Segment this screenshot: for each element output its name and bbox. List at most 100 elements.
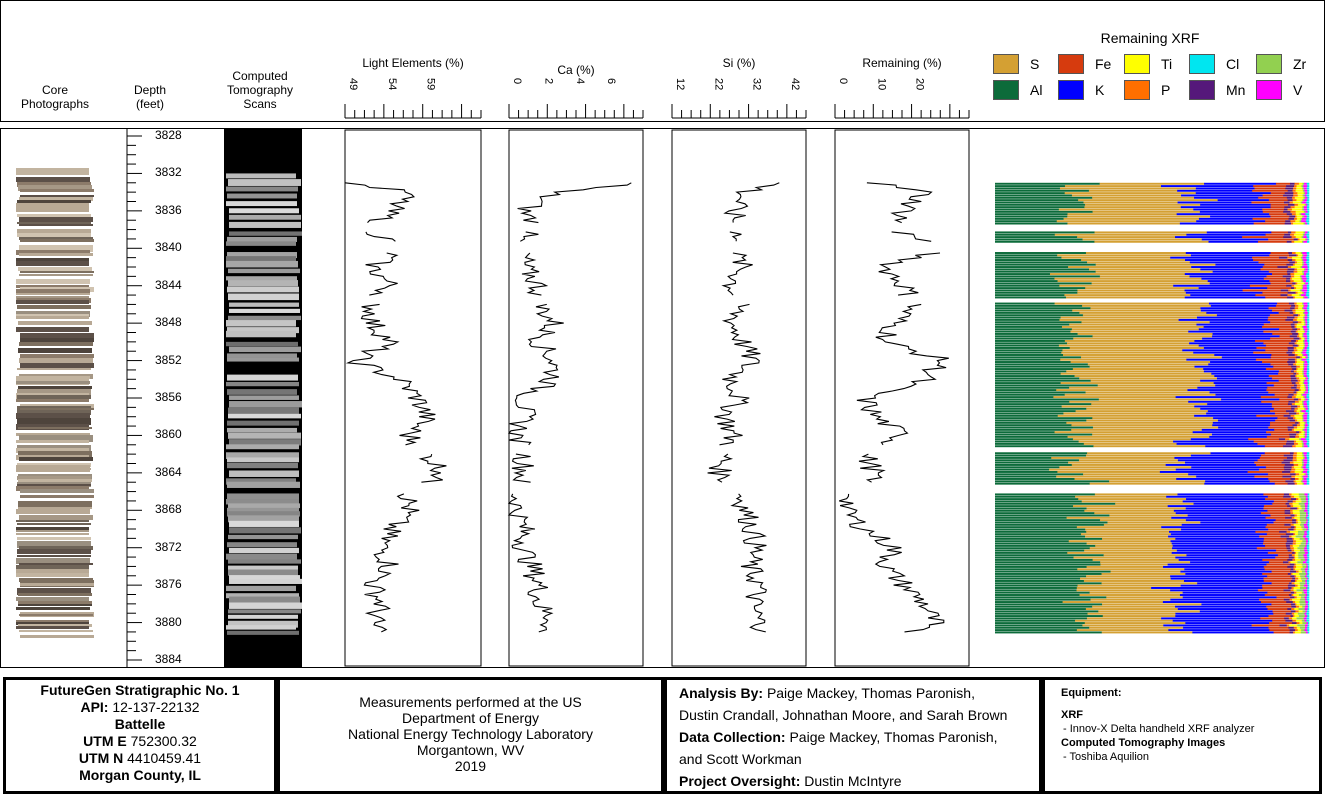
xrf-segment-k [1173, 509, 1268, 512]
xrf-segment-cl [1306, 261, 1310, 264]
xrf-segment-p [1293, 192, 1298, 195]
xrf-segment-fe [1273, 384, 1295, 387]
xrf-segment-p [1295, 610, 1299, 613]
scale-tick-label: 0 [511, 78, 523, 84]
xrf-segment-al [995, 605, 1093, 608]
depth-label-3884: 3884 [155, 652, 182, 666]
xrf-segment-zr [1301, 629, 1305, 632]
xrf-segment-mn [1285, 480, 1294, 483]
xrf-segment-mn [1287, 231, 1292, 234]
xrf-segment-s [1054, 302, 1210, 305]
xrf-segment-al [995, 619, 1076, 622]
xrf-segment-s [1107, 521, 1201, 524]
xrf-segment-ti [1294, 273, 1303, 276]
core-segment [18, 348, 92, 353]
xrf-segment-v [1303, 475, 1308, 478]
xrf-segment-fe [1254, 187, 1286, 190]
xrf-segment-cl [1305, 410, 1310, 413]
xrf-segment-v [1305, 210, 1308, 213]
ct-slice [226, 276, 297, 281]
xrf-segment-p [1291, 582, 1295, 585]
xrf-segment-k [1201, 603, 1272, 606]
xrf-segment-s [1092, 196, 1195, 199]
xrf-segment-al [995, 565, 1087, 568]
xrf-segment-mn [1288, 594, 1292, 596]
xrf-segment-s [1077, 291, 1187, 294]
xrf-segment-cl [1306, 535, 1310, 538]
xrf-segment-p [1296, 368, 1298, 371]
xrf-segment-v [1301, 294, 1307, 297]
xrf-segment-cl [1306, 478, 1310, 480]
depth-label-3844: 3844 [155, 277, 182, 292]
xrf-segment-v [1304, 233, 1307, 236]
xrf-segment-ti [1293, 505, 1301, 508]
xrf-segment-ti [1299, 377, 1306, 380]
xrf-segment-p [1294, 551, 1297, 554]
xrf-segment-v [1305, 540, 1309, 543]
xrf-segment-al [995, 311, 1080, 314]
xrf-segment-zr [1302, 335, 1304, 338]
xrf-segment-mn [1287, 505, 1291, 508]
xrf-segment-al [995, 182, 1100, 185]
xrf-segment-cl [1306, 598, 1310, 601]
xrf-segment-zr [1301, 619, 1305, 622]
core-segment [17, 389, 91, 395]
xrf-segment-k [1194, 196, 1259, 199]
xrf-segment-zr [1302, 622, 1307, 625]
xrf-segment-cl [1307, 203, 1310, 206]
xrf-segment-mn [1291, 382, 1296, 385]
xrf-segment-k [1198, 287, 1268, 290]
xrf-segment-mn [1294, 389, 1299, 392]
xrf-segment-al [995, 468, 1050, 471]
xrf-segment-al [995, 201, 1084, 204]
xrf-segment-s [1056, 220, 1197, 223]
xrf-segment-p [1299, 431, 1302, 434]
xrf-segment-fe [1273, 521, 1293, 524]
xrf-segment-k [1166, 495, 1269, 498]
xrf-segment-zr [1299, 587, 1307, 589]
xrf-segment-p [1291, 213, 1297, 216]
xrf-segment-k [1175, 512, 1262, 515]
xrf-segment-cl [1307, 210, 1310, 213]
xrf-segment-mn [1278, 438, 1286, 441]
xrf-segment-al [995, 551, 1068, 554]
xrf-segment-v [1306, 528, 1309, 531]
xrf-segment-fe [1269, 213, 1288, 216]
xrf-segment-fe [1247, 470, 1283, 473]
ct-slice [227, 481, 300, 488]
xrf-segment-al [995, 389, 1057, 392]
xrf-segment-s [1076, 587, 1152, 589]
xrf-segment-ti [1294, 582, 1301, 585]
xrf-segment-k [1212, 335, 1280, 338]
xrf-segment-al [995, 435, 1068, 438]
ct-slice [229, 302, 299, 307]
xrf-segment-cl [1306, 516, 1310, 519]
ct-slice [228, 280, 298, 287]
xrf-segment-p [1294, 591, 1297, 594]
xrf-segment-p [1294, 215, 1297, 218]
xrf-segment-v [1305, 268, 1309, 271]
xrf-segment-fe [1268, 270, 1288, 273]
xrf-segment-zr [1300, 523, 1305, 526]
xrf-segment-ti [1294, 403, 1303, 406]
xrf-segment-k [1161, 526, 1266, 529]
xrf-segment-p [1295, 473, 1300, 476]
xrf-segment-ti [1296, 217, 1301, 220]
xrf-segment-al [995, 461, 1069, 464]
xrf-segment-mn [1290, 182, 1295, 185]
xrf-segment-v [1303, 419, 1308, 422]
core-segment [20, 363, 94, 368]
xrf-segment-zr [1300, 542, 1307, 545]
xrf-segment-mn [1282, 470, 1291, 473]
xrf-segment-k [1208, 302, 1278, 305]
xrf-segment-mn [1290, 603, 1296, 606]
xrf-segment-ti [1297, 349, 1303, 352]
xrf-segment-s [1074, 478, 1177, 480]
xrf-segment-ti [1295, 396, 1304, 399]
ct-slice [228, 565, 298, 572]
xrf-segment-fe [1271, 231, 1289, 234]
xrf-segment-v [1304, 556, 1308, 559]
xrf-segment-zr [1297, 547, 1305, 550]
xrf-segment-v [1303, 261, 1307, 264]
xrf-segment-zr [1298, 615, 1306, 618]
